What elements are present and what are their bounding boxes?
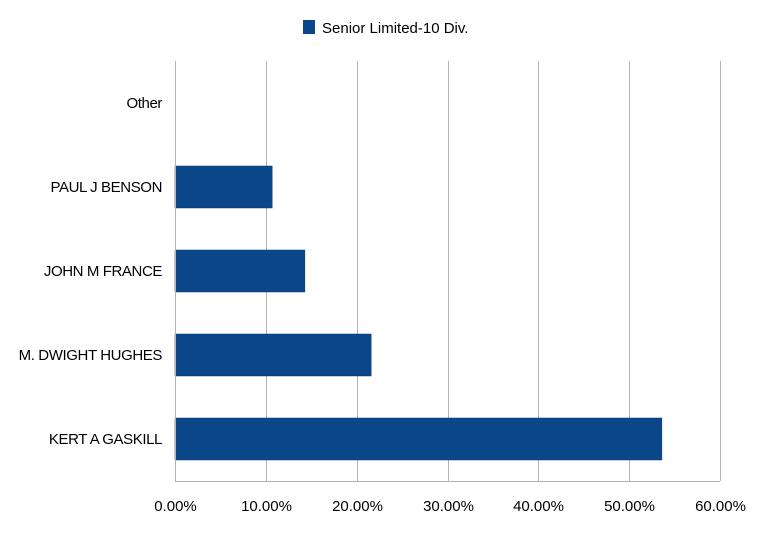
category-label: KERT A GASKILL [49, 431, 162, 448]
bars [174, 165, 663, 461]
category-label: Other [126, 95, 162, 112]
axes [175, 61, 720, 482]
legend-label: Senior Limited-10 Div. [322, 20, 468, 37]
x-tick-label: 0.00% [154, 498, 197, 515]
x-tick-label: 60.00% [695, 498, 746, 515]
bar [174, 333, 372, 377]
grid [266, 61, 721, 481]
x-tick-label: 50.00% [604, 498, 655, 515]
x-tick-label: 30.00% [423, 498, 474, 515]
x-tick-label: 10.00% [241, 498, 292, 515]
bar [174, 249, 306, 293]
bar [174, 417, 663, 461]
category-label: PAUL J BENSON [51, 179, 163, 196]
x-tick-label: 40.00% [513, 498, 564, 515]
category-label: JOHN M FRANCE [44, 263, 163, 280]
legend-swatch [303, 20, 315, 34]
x-tick-label: 20.00% [332, 498, 383, 515]
category-label: M. DWIGHT HUGHES [19, 347, 163, 364]
tick-labels: 0.00% 10.00% 20.00% 30.00% 40.00% 50.00% 60.00… [154, 498, 746, 515]
category-labels: KERT A GASKILL M. DWIGHT HUGHES JOHN M FRA… [19, 95, 163, 448]
legend: Senior Limited-10 Div. [303, 20, 468, 37]
bar [174, 165, 273, 209]
